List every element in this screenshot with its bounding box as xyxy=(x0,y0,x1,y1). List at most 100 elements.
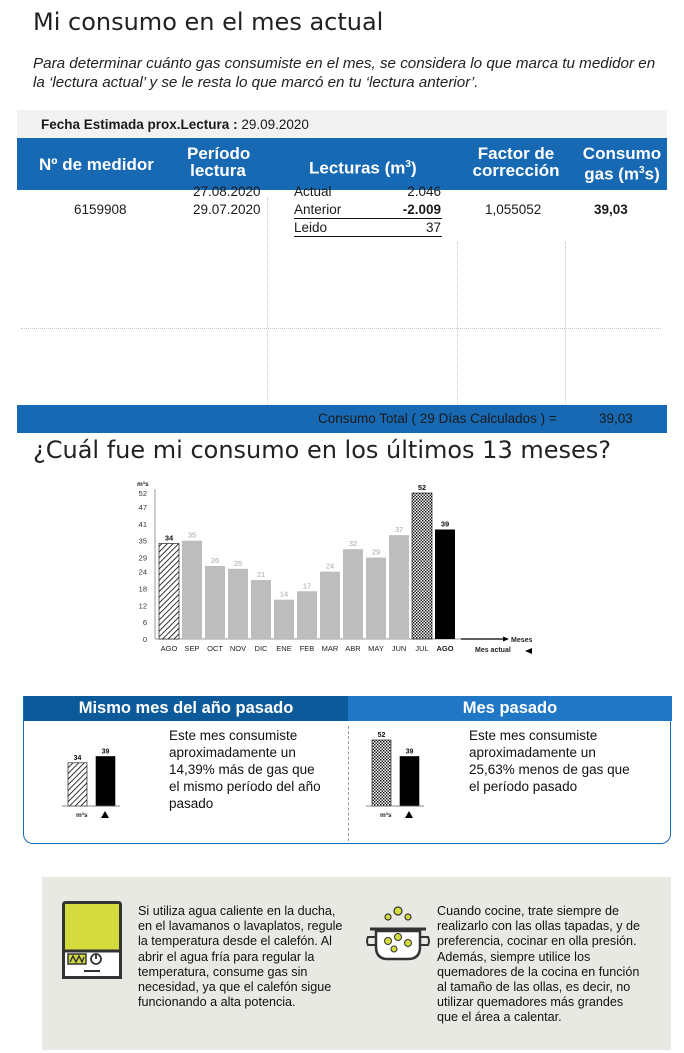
cooking-pot-icon xyxy=(366,906,430,961)
tip-line: Además, siempre utilice los xyxy=(437,949,591,964)
bar-sep xyxy=(182,540,202,639)
mini-bar xyxy=(371,739,392,807)
tip-line: utilizar quemadores más grandes xyxy=(437,995,624,1010)
mini-bar xyxy=(95,756,116,807)
total-bar: Consumo Total ( 29 Días Calculados ) = 3… xyxy=(17,405,667,433)
bar-value-label: 25 xyxy=(234,559,242,568)
y-tick-label: 0 xyxy=(143,635,147,644)
comparison-line: aproximadamente un xyxy=(169,745,296,760)
comparison-line: 14,39% más de gas que xyxy=(169,762,315,777)
header-periodo-line2: lectura xyxy=(190,161,246,180)
bar-feb xyxy=(297,591,317,639)
row-divider xyxy=(21,328,661,329)
mini-bar-label: 39 xyxy=(406,749,414,756)
tip-line: la temperatura desde el calefón. Al xyxy=(138,934,332,949)
label-anterior: Anterior xyxy=(294,202,342,217)
mini-chart-last-month-bars: 52 39 m³s xyxy=(366,732,424,819)
header-medidor: Nº de medidor xyxy=(39,155,154,174)
header-consumo: Consumo gas (m3s) xyxy=(582,145,662,183)
tip-line: al tamaño de las ollas, es decir, no xyxy=(437,980,631,995)
header-factor-line2: corrección xyxy=(472,161,560,180)
y-tick-label: 47 xyxy=(139,503,147,512)
tip-line: quemadores de la cocina en función xyxy=(437,964,640,979)
x-tick-label: JUN xyxy=(392,644,407,653)
comparison-line: aproximadamente un xyxy=(469,745,596,760)
header-periodo-line1: Período xyxy=(187,144,251,163)
chart-bars xyxy=(158,492,455,640)
tip-line: abrir el agua fría para regular la xyxy=(138,949,315,964)
header-lecturas-end: ) xyxy=(410,158,417,178)
header-consumo-end: s) xyxy=(644,164,660,184)
x-tick-label: AGO xyxy=(161,644,178,653)
bar-value-label: 37 xyxy=(395,525,403,534)
header-consumo-line2: gas (m xyxy=(584,164,640,184)
mini-arrow-icon xyxy=(101,811,109,818)
bar-value-label: 29 xyxy=(372,548,380,557)
header-periodo: Período lectura xyxy=(187,144,251,180)
mini-chart-last-year-bars: 34 39 m³s xyxy=(62,749,120,819)
mini-chart-last-year: 34 39 m³s xyxy=(62,749,120,819)
water-heater-icon xyxy=(62,901,122,979)
tip-line: temperatura, consume gas sin xyxy=(138,964,308,979)
comparison-line: Este mes consumiste xyxy=(469,728,598,743)
y-tick-label: 52 xyxy=(139,489,147,498)
value-actual: 2.046 xyxy=(407,184,441,199)
mini-bar-label: 52 xyxy=(378,732,386,739)
x-axis-label: Meses xyxy=(511,637,533,644)
bar-value-label: 39 xyxy=(441,520,449,529)
y-tick-label: 6 xyxy=(143,618,147,627)
reading-date-previous: 29.07.2020 xyxy=(193,202,261,217)
header-lecturas: Lecturas (m3) xyxy=(309,156,417,177)
comparison-text-last-month: Este mes consumiste aproximadamente un 2… xyxy=(469,727,630,795)
header-lecturas-text: Lecturas (m xyxy=(309,158,406,178)
bar-mar xyxy=(320,571,340,639)
x-tick-label: JUL xyxy=(415,644,428,653)
tip-line: realizarlo con las ollas tapadas, y de xyxy=(437,919,641,934)
x-axis-arrow-icon xyxy=(503,636,509,642)
reading-date-current: 27.08.2020 xyxy=(193,184,261,199)
mini-bar-label: 34 xyxy=(74,755,82,762)
meter-number: 6159908 xyxy=(74,202,127,217)
bar-dic xyxy=(251,580,271,639)
total-value: 39,03 xyxy=(599,411,633,426)
bar-value-label: 17 xyxy=(303,581,311,590)
bar-value-label: 14 xyxy=(280,590,288,599)
bar-jul xyxy=(411,492,433,640)
header-consumo-sup: 3 xyxy=(639,165,645,176)
tip-line: necesidad, ya que el calefón sigue xyxy=(138,980,332,995)
bar-may xyxy=(366,557,386,639)
tip-line: que el área a calentar. xyxy=(437,1010,562,1025)
leido-underline xyxy=(294,236,442,237)
bar-value-label: 35 xyxy=(188,531,196,540)
heater-tip-text: Si utiliza agua caliente en la ducha, en… xyxy=(138,904,342,1010)
bar-ene xyxy=(274,599,294,639)
mini-chart-last-month: 52 39 m³s xyxy=(366,732,424,819)
header-factor: Factor de corrección xyxy=(472,145,560,179)
label-leido: Leido xyxy=(294,220,328,235)
bar-value-label: 21 xyxy=(257,570,265,579)
comparison-line: pasado xyxy=(169,796,214,811)
mini-unit-label: m³s xyxy=(380,812,392,819)
comparison-line: el período pasado xyxy=(469,779,578,794)
x-tick-label: SEP xyxy=(184,644,199,653)
bar-oct xyxy=(205,566,225,639)
y-tick-label: 18 xyxy=(139,584,147,593)
x-tick-label: AGO xyxy=(436,644,453,653)
correction-factor: 1,055052 xyxy=(485,202,542,217)
x-tick-label: ABR xyxy=(345,644,361,653)
current-month-title: Mi consumo en el mes actual xyxy=(33,8,384,36)
tip-line: funcionando a alta potencia. xyxy=(138,995,296,1010)
x-tick-label: OCT xyxy=(207,644,223,653)
y-tick-label: 41 xyxy=(139,520,147,529)
x-tick-label: FEB xyxy=(300,644,315,653)
bar-ago xyxy=(435,529,455,639)
mini-unit-label: m³s xyxy=(76,812,88,819)
tip-line: en el lavamanos o lavaplatos, regule xyxy=(138,919,343,934)
subtract-line xyxy=(294,218,442,219)
value-anterior: -2.009 xyxy=(402,202,441,217)
same-month-last-year-title: Mismo mes del año pasado xyxy=(24,696,348,721)
column-divider xyxy=(565,242,566,408)
comparison-panel: Mismo mes del año pasado Mes pasado 34 39… xyxy=(23,696,672,844)
